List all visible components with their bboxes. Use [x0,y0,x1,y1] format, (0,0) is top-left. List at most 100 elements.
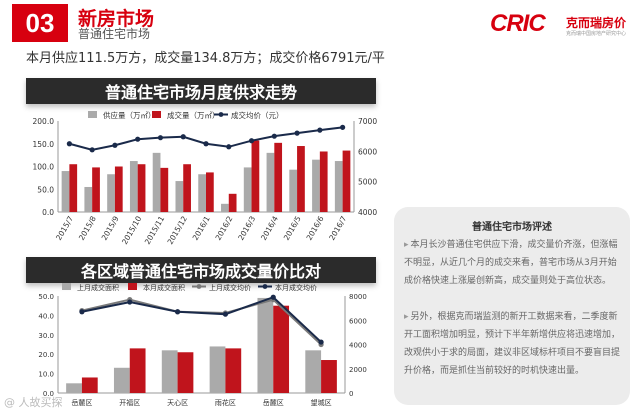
chart2-y2-tick-label: 8000 [349,293,367,301]
commentary-title: 普通住宅市场评述 [472,222,552,233]
commentary-text: 本月长沙普通住宅供应下滑，成交量价齐涨，但涨幅不明显，从近几个月的成交来看，普宅… [404,240,618,286]
chart2-line-point [222,311,229,317]
chart1-bar [152,152,161,212]
logo-cn-text: 克而瑞房价 [566,16,627,30]
chart2-legend-swatch [62,283,71,290]
chart1-y2-tick-label: 5000 [358,178,377,187]
chart2-bar [273,305,290,393]
chart1-y-tick-label: 100.0 [33,163,55,172]
chart1-line-point [66,141,72,147]
chart2-x-tick-label: 开福区 [119,398,140,407]
cric-logo: CRIC 克而瑞房价 克而瑞中国房地产研究中心 [490,8,630,44]
chart2-legend-swatch [128,283,137,290]
chart2-y2-tick-label: 0 [349,390,353,398]
chart2-line-point [318,339,324,345]
chart1-bar [69,164,78,212]
chart2-legend-label: 上月成交面积 [77,283,119,292]
chart1-bar [251,140,260,212]
chart1-x-tick-label: 2015/8 [77,214,98,242]
chart1-bar [274,142,283,212]
commentary-panel: 普通住宅市场评述 ▸ 本月长沙普通住宅供应下滑，成交量价齐涨，但涨幅不明显，从近几… [394,207,630,405]
chart2-bar [209,346,226,393]
section-number-badge: 03 [12,4,68,42]
chart1-bar [289,169,298,212]
commentary-paragraph: ▸ 本月长沙普通住宅供应下滑，成交量价齐涨，但涨幅不明显，从近几个月的成交来看，普… [404,236,622,290]
chart1-bar [61,171,70,212]
chart1-bar [206,172,214,212]
chart2-bar [66,383,82,393]
commentary-paragraph: ▸ 另外，根据克而瑞监测的新开工数据来看，二季度新开工面积增加明显，预计下半年新增… [404,308,622,380]
chart2-y-tick-label: 0.0 [43,390,54,398]
chart1-y2-tick-label: 7000 [358,117,377,126]
logo-text: CRIC [490,10,546,37]
chart1-y2-tick-label: 4000 [358,208,377,217]
chart1-x-tick-label: 2016/7 [327,214,348,242]
chart1-bar [228,193,237,212]
chart1-line-point [271,133,277,139]
chart1-legend-swatch [218,112,224,117]
chart1-x-tick-label: 2016/6 [305,214,326,242]
chart1-legend-swatch [152,111,161,118]
chart1-bar [129,161,138,212]
triangle-bullet-icon: ▸ [404,240,409,250]
chart2-line-point [79,309,85,315]
chart1-y-tick-label: 0.0 [42,208,54,217]
chart1-line-point [89,147,95,153]
chart1-line-point [112,142,118,148]
chart2-legend-label: 上月成交均价 [209,283,251,292]
chart2-bar [257,297,274,393]
chart1-line-point [317,127,323,133]
chart1-y-tick-label: 50.0 [37,185,54,194]
commentary-text: 另外，根据克而瑞监测的新开工数据来看，二季度新开工面积增加明显，预计下半年新增供… [404,312,621,376]
chart1-x-tick-label: 2015/12 [166,214,189,246]
chart2-line-point [127,299,133,305]
chart1-line-point [203,141,209,147]
chart1-x-tick-label: 2015/10 [120,214,143,246]
chart2-x-tick-label: 望城区 [311,398,332,407]
chart2-y-tick-label: 30.0 [38,332,54,340]
chart1-bar [175,181,184,212]
chart2-series-line [81,296,322,343]
chart1-legend-swatch [88,111,97,118]
chart1-bar [342,150,351,212]
chart2-bar [305,350,322,393]
chart1-x-tick-label: 2015/7 [54,214,75,242]
chart1-line-point [248,138,255,144]
triangle-bullet-icon: ▸ [404,312,409,322]
chart1-y-tick-label: 150.0 [33,140,55,149]
chart1-line-point [135,136,141,142]
chart2-y-tick-label: 20.0 [38,351,54,359]
chart1-line-point [226,144,232,150]
chart2-bar [321,360,337,393]
supply-demand-section-title: 普通住宅市场月度供求走势 [26,78,376,104]
chart2-bar [129,348,146,393]
watermark: @ 人故买探 [4,396,63,409]
chart1-y-tick-label: 200.0 [33,117,55,126]
summary-text: 本月供应111.5万方，成交量134.8万方；成交价格6791元/平 [26,51,385,66]
chart1-x-tick-label: 2015/9 [100,214,121,242]
chart2-x-tick-label: 岳麓区 [71,398,92,407]
page-title: 新房市场 [78,8,155,30]
chart2-y2-tick-label: 6000 [349,317,367,325]
chart2-legend-swatch [262,284,268,289]
chart2-legend-swatch [196,284,202,289]
chart2-bar [225,348,242,393]
district-section-title: 各区域普通住宅市场成交量价比对 [26,257,376,283]
chart1-bar [266,152,275,212]
chart2-bar [177,352,194,393]
logo-tagline: 克而瑞中国房地产研究中心 [566,31,627,37]
chart1-bar [160,167,169,212]
chart1-bar [297,146,305,212]
chart1-legend-label: 成交均价（元） [231,110,284,120]
chart2-y-tick-label: 10.0 [38,371,54,379]
chart1-x-tick-label: 2016/2 [214,214,235,242]
chart1-x-tick-label: 2016/1 [191,214,212,242]
chart1-x-tick-label: 2016/4 [259,214,280,242]
chart2-y-tick-label: 40.0 [38,312,54,320]
chart1-bar [221,203,229,212]
chart1-bar [198,174,206,212]
chart1-x-tick-label: 2016/5 [282,214,303,242]
chart1-line-point [157,135,164,141]
chart1-bar [312,159,320,212]
chart2-x-tick-label: 雨花区 [215,398,236,407]
